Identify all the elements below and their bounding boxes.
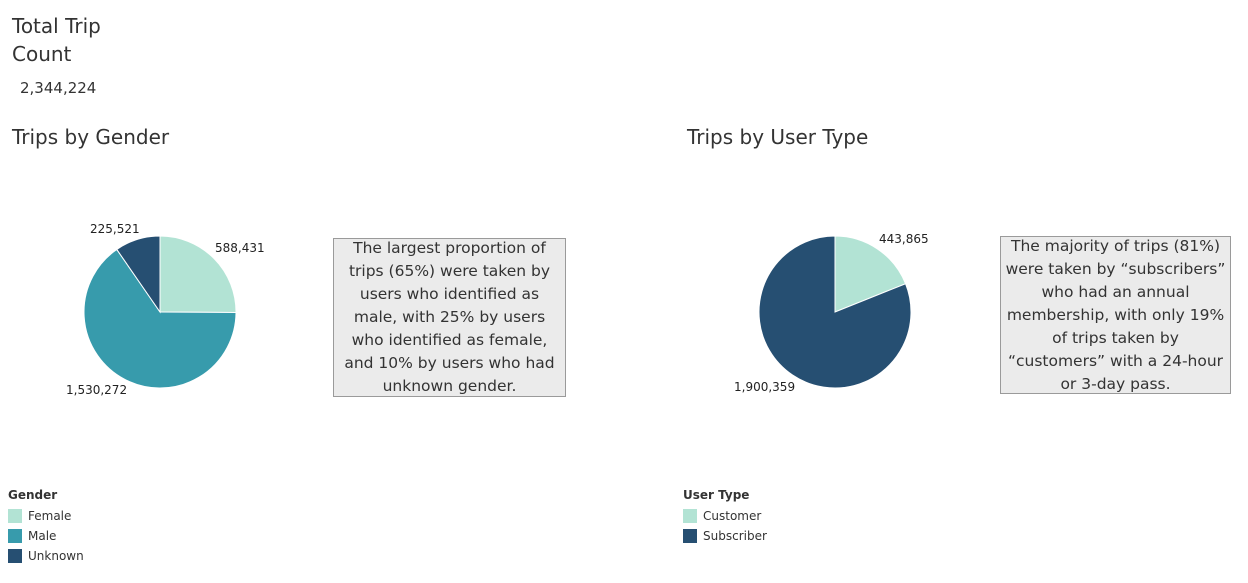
legend-swatch-unknown — [8, 549, 22, 563]
total-trip-count-title: Total Trip Count — [12, 14, 101, 66]
legend-swatch-female — [8, 509, 22, 523]
pie-slice-unknown[interactable] — [116, 235, 161, 314]
legend-swatch-male — [8, 529, 22, 543]
pie-label-female: 588,431 — [215, 241, 265, 255]
total-trip-count-value: 2,344,224 — [20, 79, 97, 97]
gender-chart-title: Trips by Gender — [12, 125, 170, 149]
pie-slice-female[interactable] — [159, 235, 237, 313]
pie-slice-subscriber[interactable] — [758, 235, 912, 389]
legend-swatch-subscriber — [683, 529, 697, 543]
usertype-pie-chart — [758, 235, 912, 389]
legend-item-subscriber[interactable]: Subscriber — [683, 526, 767, 546]
legend-item-unknown[interactable]: Unknown — [8, 546, 84, 566]
legend-label-female: Female — [28, 509, 72, 523]
pie-slice-customer[interactable] — [834, 235, 907, 313]
gender-legend: Gender Female Male Unknown — [8, 488, 84, 566]
usertype-chart-title: Trips by User Type — [687, 125, 869, 149]
pie-label-customer: 443,865 — [879, 232, 929, 246]
gender-pie-chart — [83, 235, 237, 389]
pie-slice-male[interactable] — [83, 248, 237, 389]
legend-item-female[interactable]: Female — [8, 506, 84, 526]
legend-swatch-customer — [683, 509, 697, 523]
usertype-legend-title: User Type — [683, 488, 750, 502]
legend-label-subscriber: Subscriber — [703, 529, 767, 543]
pie-label-subscriber: 1,900,359 — [734, 380, 796, 394]
legend-label-customer: Customer — [703, 509, 762, 523]
legend-item-customer[interactable]: Customer — [683, 506, 767, 526]
usertype-legend: User Type Customer Subscriber — [683, 488, 767, 546]
pie-label-unknown: 225,521 — [90, 222, 140, 236]
legend-label-unknown: Unknown — [28, 549, 84, 563]
pie-label-male: 1,530,272 — [66, 383, 128, 397]
usertype-annotation: The majority of trips (81%) were taken b… — [1000, 236, 1231, 394]
gender-legend-title: Gender — [8, 488, 58, 502]
legend-item-male[interactable]: Male — [8, 526, 84, 546]
gender-annotation: The largest proportion of trips (65%) we… — [333, 238, 566, 397]
legend-label-male: Male — [28, 529, 57, 543]
